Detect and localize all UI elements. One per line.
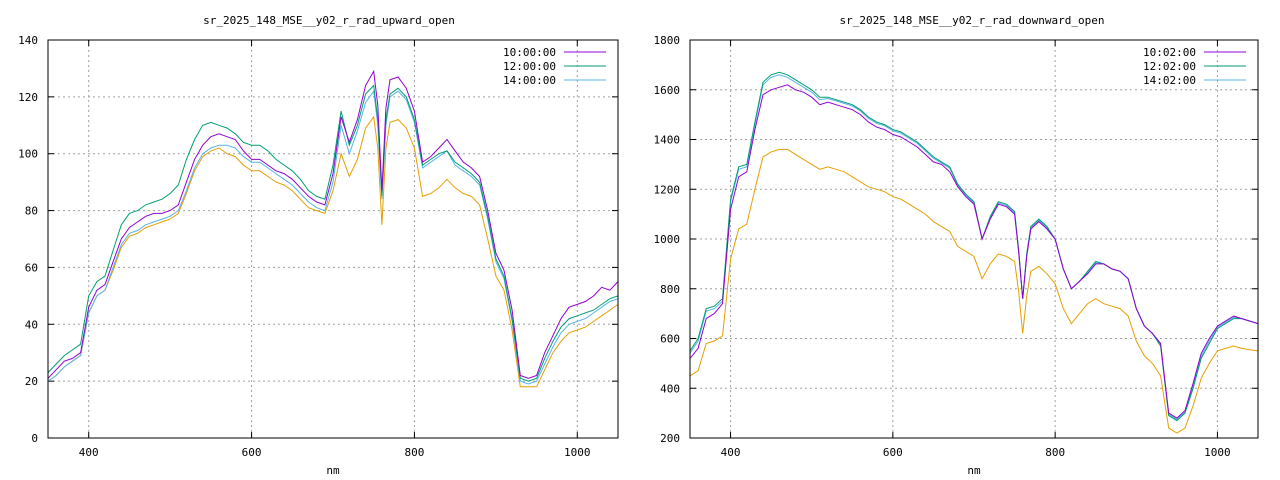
legend-label: 14:00:00	[503, 74, 556, 87]
x-axis-label: nm	[326, 464, 340, 477]
y-tick-label: 800	[660, 283, 680, 296]
y-tick-label: 1600	[654, 84, 681, 97]
y-tick-label: 400	[660, 382, 680, 395]
y-tick-label: 600	[660, 333, 680, 346]
legend-label: 10:00:00	[503, 46, 556, 59]
x-tick-label: 600	[242, 446, 262, 459]
series-line-1	[47, 84, 619, 382]
x-tick-label: 400	[79, 446, 99, 459]
y-tick-label: 200	[660, 432, 680, 445]
y-tick-label: 80	[25, 205, 38, 218]
series-line-2	[689, 74, 1259, 420]
y-tick-label: 120	[18, 91, 38, 104]
series-line-3	[47, 115, 619, 388]
x-tick-label: 400	[721, 446, 741, 459]
chart-panel: sr_2025_148_MSE__y02_r_rad_upward_open 0 2…	[18, 14, 619, 477]
series-line-0	[47, 69, 619, 379]
legend-label: 12:02:00	[1143, 60, 1196, 73]
y-tick-label: 40	[25, 318, 38, 331]
series-line-2	[47, 89, 619, 385]
y-tick-label: 20	[25, 375, 38, 388]
x-tick-label: 600	[883, 446, 903, 459]
x-tick-label: 1000	[1204, 446, 1231, 459]
y-tick-label: 0	[31, 432, 38, 445]
plot-frame	[689, 39, 1259, 439]
y-tick-label: 1200	[654, 183, 681, 196]
y-tick-label: 140	[18, 34, 38, 47]
x-tick-label: 800	[404, 446, 424, 459]
chart-title: sr_2025_148_MSE__y02_r_rad_downward_open	[840, 14, 1105, 27]
series-line-0	[689, 84, 1259, 419]
legend-label: 12:00:00	[503, 60, 556, 73]
plot-frame	[47, 39, 619, 439]
x-axis-label: nm	[967, 464, 981, 477]
chart-title: sr_2025_148_MSE__y02_r_rad_upward_open	[203, 14, 455, 27]
y-tick-label: 60	[25, 261, 38, 274]
y-tick-label: 1400	[654, 134, 681, 147]
series-line-3	[689, 148, 1259, 434]
legend-label: 10:02:00	[1143, 46, 1196, 59]
y-tick-label: 100	[18, 148, 38, 161]
series-line-1	[689, 71, 1259, 422]
x-tick-label: 1000	[564, 446, 591, 459]
chart-panel: sr_2025_148_MSE__y02_r_rad_downward_open…	[654, 14, 1259, 477]
legend-label: 14:02:00	[1143, 74, 1196, 87]
x-tick-label: 800	[1045, 446, 1065, 459]
y-tick-label: 1800	[654, 34, 681, 47]
y-tick-label: 1000	[654, 233, 681, 246]
